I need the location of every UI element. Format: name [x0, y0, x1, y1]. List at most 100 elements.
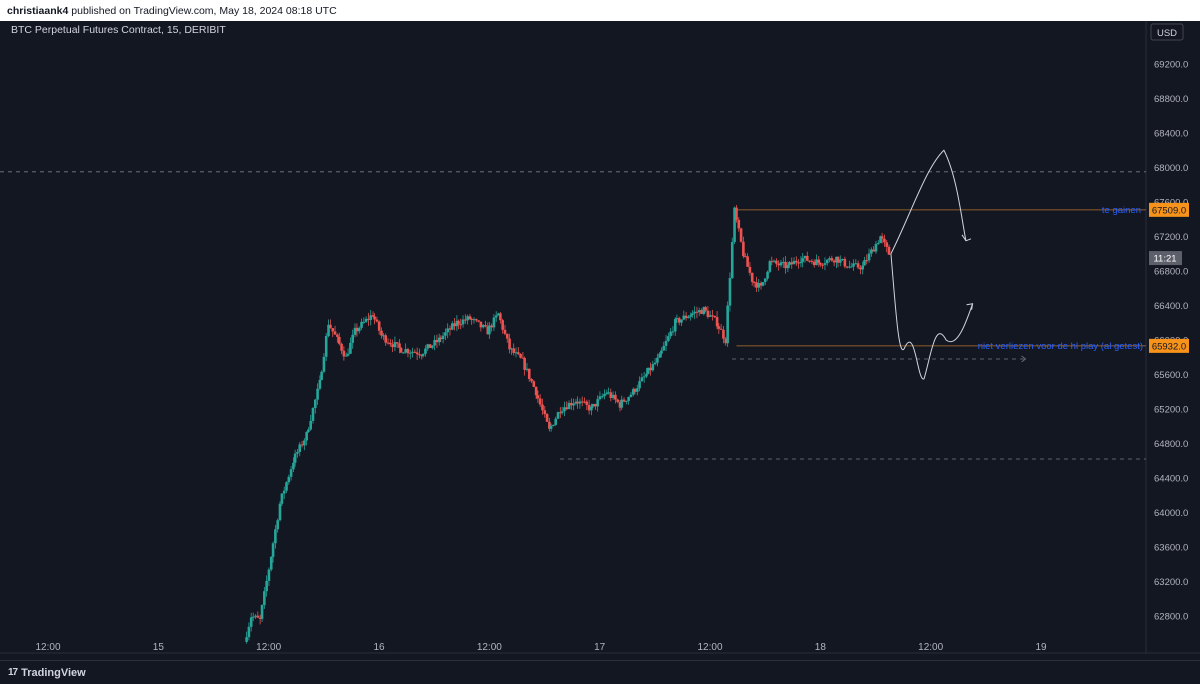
candle-body: [700, 310, 703, 315]
candlestick-chart[interactable]: BTC Perpetual Futures Contract, 15, DERI…: [0, 21, 1200, 684]
candle-body: [576, 401, 579, 404]
candle-body: [450, 323, 454, 330]
x-tick-label: 19: [1035, 642, 1047, 653]
projection-up-drawing: [890, 149, 967, 254]
candle-body: [876, 242, 880, 244]
candle-body: [523, 358, 526, 370]
candle-body: [474, 319, 478, 321]
candle-body: [788, 262, 791, 266]
candle-body: [453, 323, 456, 327]
candle-body: [730, 242, 734, 278]
candle-body: [596, 399, 599, 407]
candle-body: [488, 325, 491, 335]
candle-body: [865, 260, 869, 262]
candle-body: [616, 399, 619, 402]
x-tick-label: 12:00: [918, 642, 943, 653]
candle-body: [448, 328, 452, 330]
candle-body: [346, 353, 350, 356]
annotation-niet-verliezen: niet verliezen voor de hl play (al getes…: [978, 341, 1143, 352]
candle-body: [481, 325, 485, 328]
candle-body: [446, 328, 449, 333]
candle-body: [439, 337, 443, 340]
candle-body: [514, 352, 518, 354]
arrow-icon: [961, 234, 972, 242]
candle-body: [548, 421, 551, 429]
candle-body: [706, 310, 710, 317]
candle-body: [357, 327, 361, 332]
candle-body: [667, 336, 670, 341]
candle-body: [563, 407, 566, 412]
y-tick-label: 65200.0: [1154, 405, 1188, 416]
tradingview-brand: TradingView: [21, 666, 86, 679]
candle-body: [251, 616, 255, 618]
candle-body: [532, 381, 536, 387]
candle-body: [713, 315, 717, 318]
candle-body: [590, 406, 593, 411]
tradingview-logo[interactable]: 17 TradingView: [8, 667, 86, 679]
candle-body: [384, 335, 388, 343]
candle-body: [391, 344, 394, 348]
candle-body: [627, 397, 630, 401]
candle-body: [371, 315, 375, 317]
candle-body: [256, 615, 260, 618]
candle-body: [752, 281, 756, 283]
candle-body: [276, 520, 279, 530]
candle-body: [761, 282, 765, 286]
candle-body: [519, 354, 522, 358]
price-axis-label-text: 67509.0: [1152, 205, 1186, 216]
candle-body: [704, 307, 707, 311]
candle-body: [815, 259, 818, 266]
candle-body: [377, 321, 381, 331]
candle-body: [746, 256, 749, 267]
candle-body: [521, 357, 525, 359]
candle-body: [287, 476, 291, 483]
candle-body: [852, 263, 855, 267]
chart-area[interactable]: BTC Perpetual Futures Contract, 15, DERI…: [0, 21, 1200, 684]
candle-body: [464, 319, 467, 321]
candle-body: [821, 264, 824, 266]
candle-body: [801, 258, 804, 262]
candle-body: [645, 373, 648, 377]
candle-body: [770, 261, 774, 263]
candle-body: [835, 256, 838, 263]
candle-body: [389, 342, 392, 345]
candle-body: [848, 266, 851, 268]
author-name[interactable]: christiaank4: [7, 4, 69, 17]
candle-body: [803, 255, 807, 259]
candle-body: [671, 331, 675, 333]
candle-body: [494, 315, 498, 318]
candle-body: [554, 418, 558, 425]
candle-body: [424, 348, 427, 354]
candle-body: [609, 392, 613, 398]
countdown-label: [1149, 251, 1182, 266]
candle-body: [570, 402, 573, 406]
candle-body: [318, 379, 322, 389]
candle-body: [426, 344, 430, 349]
candle-body: [435, 339, 439, 343]
publish-info: published on TradingView.com, May 18, 20…: [71, 4, 337, 17]
candle-body: [468, 316, 472, 319]
candle-body: [805, 255, 809, 261]
y-tick-label: 64000.0: [1154, 508, 1188, 519]
candle-body: [497, 313, 500, 316]
candle-body: [267, 569, 271, 581]
y-tick-label: 67200.0: [1154, 232, 1188, 243]
candle-body: [883, 238, 886, 243]
candle-body: [605, 392, 609, 394]
candle-body: [530, 378, 533, 382]
candle-body: [313, 399, 317, 408]
candle-body: [797, 262, 800, 264]
candle-body: [841, 258, 844, 260]
candle-body: [415, 352, 419, 355]
candle-body: [441, 335, 445, 340]
candle-body: [620, 399, 624, 408]
candle-body: [292, 462, 295, 470]
candle-body: [585, 401, 589, 405]
candle-body: [309, 420, 312, 430]
candle-body: [486, 326, 490, 335]
candle-body: [260, 604, 264, 619]
candle-body: [527, 368, 531, 379]
candle-body: [516, 352, 520, 355]
candle-body: [691, 313, 694, 316]
candle-body: [693, 311, 696, 314]
